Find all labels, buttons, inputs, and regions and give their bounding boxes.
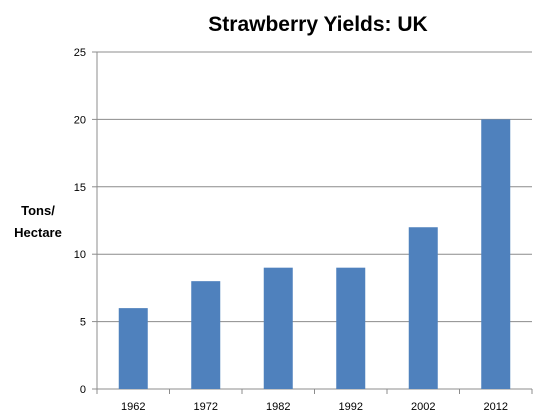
x-tick-label: 2002 bbox=[411, 401, 435, 413]
bar-1972 bbox=[191, 281, 221, 389]
bar-1992 bbox=[336, 267, 366, 389]
bars bbox=[118, 119, 511, 390]
y-tick-label: 5 bbox=[80, 317, 86, 329]
y-tick-label: 0 bbox=[80, 384, 86, 396]
x-tick-label: 1982 bbox=[266, 401, 290, 413]
y-tick-label: 25 bbox=[74, 47, 86, 59]
y-axis-label-line-1: Tons/ bbox=[21, 203, 55, 218]
y-axis-label-line-2: Hectare bbox=[14, 225, 62, 240]
bar-2002 bbox=[408, 227, 438, 389]
x-tick-label: 2012 bbox=[484, 401, 508, 413]
x-tick-label: 1972 bbox=[194, 401, 218, 413]
chart-title: Strawberry Yields: UK bbox=[208, 13, 427, 36]
y-tick-labels: 0 5 10 15 20 25 bbox=[74, 47, 86, 396]
x-tick-labels: 1962 1972 1982 1992 2002 2012 bbox=[121, 401, 508, 413]
y-tick-label: 20 bbox=[74, 114, 86, 126]
bar-1962 bbox=[118, 308, 148, 389]
y-tick-label: 15 bbox=[74, 182, 86, 194]
x-tick-label: 1992 bbox=[339, 401, 363, 413]
bar-1982 bbox=[263, 267, 293, 389]
y-tick-label: 10 bbox=[74, 249, 86, 261]
x-tick-label: 1962 bbox=[121, 401, 145, 413]
gridlines bbox=[92, 51, 533, 394]
bar-2012 bbox=[481, 119, 511, 390]
